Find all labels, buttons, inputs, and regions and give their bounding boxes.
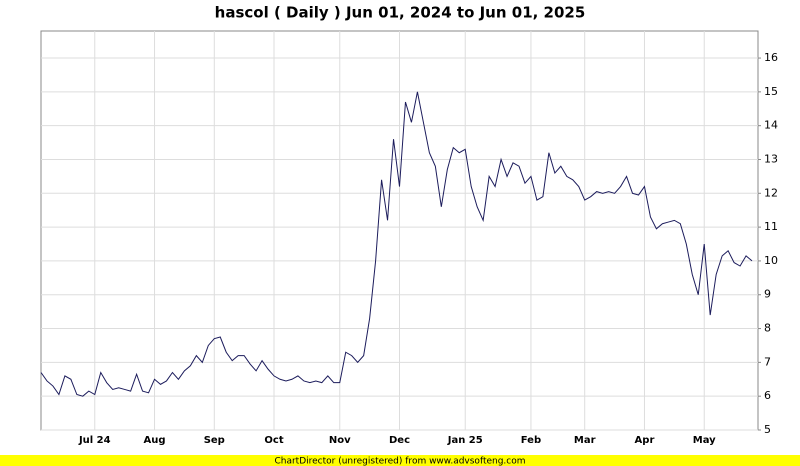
y-tick-label: 7 <box>764 355 771 368</box>
x-tick-label: Dec <box>389 435 410 446</box>
chart-title: hascol ( Daily ) Jun 01, 2024 to Jun 01,… <box>215 4 586 22</box>
x-tick-label: Aug <box>144 435 166 446</box>
x-tick-label: Jul 24 <box>78 435 111 446</box>
y-tick-label: 6 <box>764 389 771 402</box>
y-tick-label: 10 <box>764 254 778 267</box>
x-tick-label: Mar <box>574 435 596 446</box>
y-tick-label: 5 <box>764 423 771 436</box>
x-tick-label: Nov <box>329 435 351 446</box>
x-tick-label: Jan 25 <box>447 435 483 446</box>
y-tick-label: 13 <box>764 152 778 165</box>
footer: ChartDirector (unregistered) from www.ad… <box>274 457 525 466</box>
y-tick-label: 14 <box>764 119 778 132</box>
price-line <box>40 91 753 397</box>
footer-bar <box>0 455 800 466</box>
x-tick-label: May <box>693 435 716 446</box>
y-tick-label: 16 <box>764 51 778 64</box>
x-tick-label: Oct <box>264 435 283 446</box>
y-tick-label: 9 <box>764 288 771 301</box>
y-tick-label: 15 <box>764 85 778 98</box>
y-tick-label: 11 <box>764 220 778 233</box>
x-tick-label: Apr <box>635 435 655 446</box>
x-tick-label: Sep <box>204 435 225 446</box>
x-tick-label: Feb <box>521 435 541 446</box>
y-tick-label: 8 <box>764 322 771 335</box>
y-tick-label: 12 <box>764 186 778 199</box>
